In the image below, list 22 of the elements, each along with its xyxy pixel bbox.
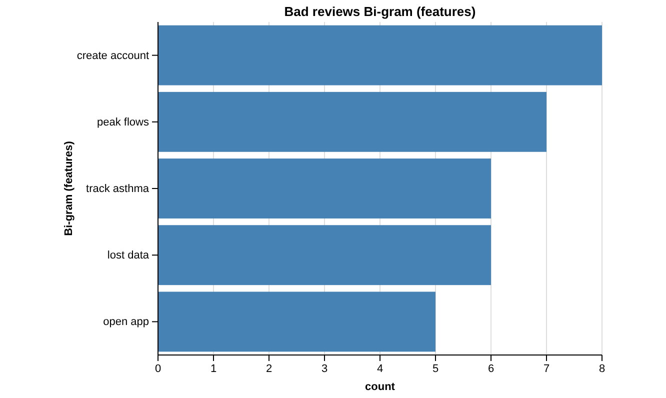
x-tick-label: 0 (154, 362, 162, 375)
x-tick-label: 4 (376, 362, 384, 375)
chart-title: Bad reviews Bi-gram (features) (284, 4, 476, 19)
x-axis-title: count (365, 381, 396, 393)
y-tick-label: create account (76, 50, 149, 62)
x-tick-label: 1 (210, 362, 217, 375)
y-tick-label: peak flows (97, 116, 150, 128)
bar (158, 92, 546, 152)
y-axis-title: Bi-gram (features) (63, 140, 75, 236)
x-tick-label: 5 (432, 362, 439, 375)
y-tick-label: open app (103, 316, 149, 328)
x-tick-label: 2 (266, 362, 272, 375)
bar (158, 25, 602, 86)
bar (158, 292, 436, 352)
y-tick-label: lost data (107, 250, 150, 262)
y-tick-label: track asthma (86, 183, 150, 196)
x-tick-label: 7 (543, 362, 550, 375)
x-tick-label: 3 (321, 362, 328, 375)
bar (158, 225, 491, 286)
x-tick-label: 8 (598, 362, 606, 375)
bar (158, 158, 491, 218)
x-tick-label: 6 (488, 362, 494, 375)
